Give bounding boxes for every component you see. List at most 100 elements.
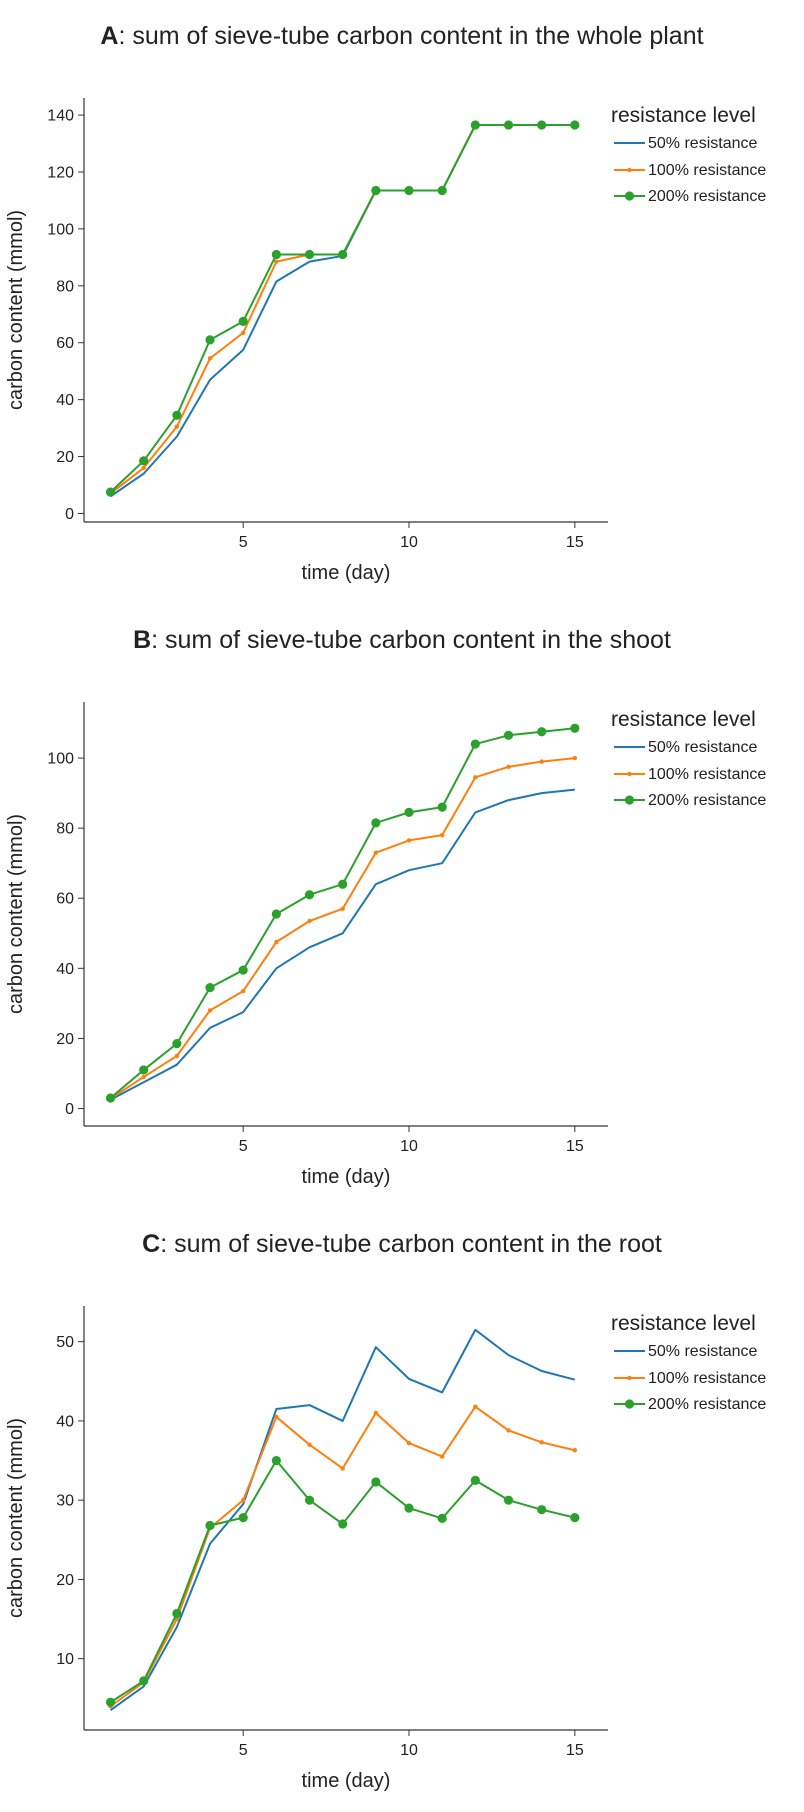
data-point [240,330,246,335]
data-point [205,1520,215,1531]
chart-title-prefix: A [100,22,118,50]
legend-item: 50% resistance [614,739,757,756]
y-tick-label: 0 [65,1101,74,1118]
data-point [105,487,116,497]
series-3 [105,1455,580,1707]
y-tick-label: 100 [47,221,74,238]
y-tick-label: 60 [56,335,74,352]
data-point [439,832,445,838]
data-point [238,965,248,975]
x-tick-label: 15 [566,1742,584,1759]
series-line [109,124,575,498]
data-point [473,1404,478,1409]
data-point [371,818,381,828]
series-1 [109,124,575,498]
x-tick-label: 10 [400,534,418,551]
data-point [338,249,348,260]
chart-title-prefix: B [133,626,151,654]
data-point [307,1442,312,1447]
data-point [105,1697,116,1707]
data-point [570,120,580,130]
y-tick-label: 0 [65,506,74,523]
legend: resistance level 50% resistance 100% resis… [611,708,766,809]
data-point [141,1074,146,1080]
legend-marker [624,191,635,201]
legend-label: 100% resistance [648,1370,766,1387]
series-2 [108,755,578,1101]
series-line [109,1459,576,1704]
legend-label: 50% resistance [648,739,757,756]
legend-item: 50% resistance [614,135,757,152]
series-1 [109,1328,576,1712]
legend: resistance level 50% resistance 100% resis… [611,1312,766,1413]
data-point [570,1513,580,1523]
legend-label: 50% resistance [648,135,757,152]
chart-title-text: : sum of sieve-tube carbon content in th… [118,22,703,50]
data-point [539,1440,544,1445]
legend-marker [624,795,635,805]
series-3 [105,120,580,497]
data-point [139,1065,149,1075]
data-point [506,764,511,770]
y-tick-label: 100 [47,751,74,768]
data-point [271,249,281,260]
y-tick-label: 40 [56,1413,74,1430]
data-point [240,988,246,994]
chart-svg-a: A: sum of sieve-tube carbon content in t… [5,22,766,584]
legend: resistance level 50% resistance 100% resis… [611,104,766,205]
legend-item: 100% resistance [614,162,766,179]
data-point [537,120,547,130]
series-line [109,1405,576,1708]
legend-item: 50% resistance [614,1343,757,1360]
data-point [174,424,180,429]
data-point [207,356,213,361]
data-point [205,982,215,993]
data-point [506,1428,511,1433]
legend-marker [627,167,632,173]
x-tick-label: 5 [239,534,248,551]
data-point [340,906,345,911]
legend-label: 50% resistance [648,1343,757,1360]
data-point [338,879,348,889]
data-point [172,1608,182,1619]
data-point [172,410,182,420]
y-tick-label: 10 [56,1651,74,1668]
data-point [271,909,281,919]
y-tick-label: 140 [47,108,74,125]
data-point [470,1475,480,1485]
legend-title: resistance level [611,1312,756,1335]
series-line [109,124,575,495]
data-point [307,918,312,924]
data-point [240,1497,246,1503]
y-tick-label: 80 [56,278,74,295]
data-point [373,1410,379,1416]
y-tick-label: 40 [56,392,74,409]
y-tick-label: 60 [56,891,74,908]
data-point [274,939,279,945]
legend-item: 200% resistance [614,188,766,205]
y-tick-label: 80 [56,821,74,838]
series-1 [110,788,575,1101]
y-tick-label: 30 [56,1493,74,1510]
data-point [537,1505,547,1515]
data-point [537,727,547,737]
legend-label: 200% resistance [648,792,766,809]
data-point [539,759,544,764]
data-point [141,465,146,471]
data-point [238,316,248,326]
legend-title: resistance level [611,708,756,731]
y-tick-label: 20 [56,1572,74,1589]
legend-label: 200% resistance [648,188,766,205]
series-line [110,788,575,1101]
y-tick-label: 120 [47,164,74,181]
data-point [139,456,149,466]
x-tick-label: 10 [400,1138,418,1155]
chart-title: B: sum of sieve-tube carbon content in t… [133,626,671,654]
data-point [304,249,315,260]
x-axis-label: time (day) [302,562,391,584]
legend-marker [627,771,632,777]
x-tick-label: 10 [400,1742,418,1759]
y-tick-label: 50 [56,1334,74,1351]
data-point [371,185,381,196]
